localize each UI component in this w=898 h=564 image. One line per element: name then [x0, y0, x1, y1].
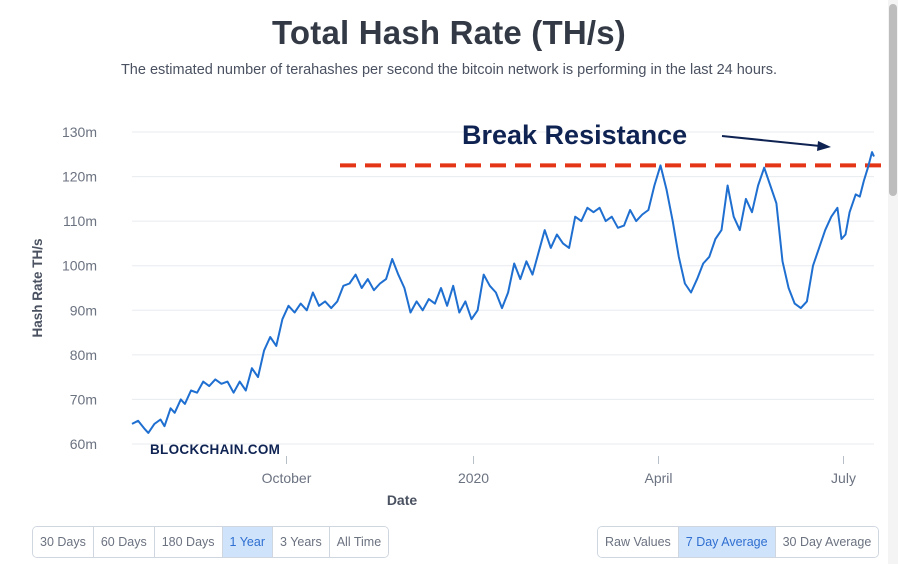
series-line — [131, 151, 875, 434]
y-tick-label: 90m — [70, 302, 97, 318]
y-tick-label: 70m — [70, 391, 97, 407]
blockchain-watermark: BLOCKCHAIN.COM — [150, 442, 280, 457]
average-button-7-day-average[interactable]: 7 Day Average — [678, 527, 776, 557]
x-axis-ticks: October 2020 April July — [262, 456, 856, 486]
x-tick-label: April — [645, 470, 673, 486]
page-title: Total Hash Rate (TH/s) — [272, 14, 626, 51]
range-button-group: 30 Days 60 Days 180 Days 1 Year 3 Years All T… — [32, 526, 390, 558]
y-tick-label: 120m — [62, 169, 97, 185]
scrollbar[interactable] — [888, 0, 898, 564]
y-tick-label: 130m — [62, 124, 97, 140]
range-button-1-year[interactable]: 1 Year — [222, 527, 273, 557]
scrollbar-thumb[interactable] — [889, 4, 897, 196]
chart-grid — [132, 131, 874, 445]
y-tick-label: 100m — [62, 258, 97, 274]
y-tick-label: 60m — [70, 436, 97, 452]
x-tick-label: October — [262, 470, 312, 486]
y-tick-label: 110m — [63, 213, 97, 229]
average-button-group: Raw Values 7 Day Average 30 Day Average — [597, 526, 880, 558]
average-button-raw-values[interactable]: Raw Values — [598, 527, 679, 557]
average-button-30-day-average[interactable]: 30 Day Average — [775, 527, 879, 557]
arrow-head — [817, 141, 831, 151]
y-axis-title: Hash Rate TH/s — [30, 238, 45, 337]
annotation-label: Break Resistance — [462, 120, 687, 150]
annotation-arrow-icon — [721, 135, 831, 151]
range-button-30-days[interactable]: 30 Days — [33, 527, 94, 557]
range-button-3-years[interactable]: 3 Years — [273, 527, 330, 557]
range-button-60-days[interactable]: 60 Days — [93, 527, 155, 557]
y-tick-label: 80m — [70, 347, 97, 363]
x-tick-label: 2020 — [458, 470, 489, 486]
arrow-shaft — [721, 135, 821, 147]
x-axis-title: Date — [387, 492, 418, 508]
range-button-all-time[interactable]: All Time — [329, 527, 389, 557]
y-axis-ticks: 60m 70m 80m 90m 100m 110m 120m 130m — [62, 124, 97, 452]
x-tick-label: July — [831, 470, 856, 486]
range-button-180-days[interactable]: 180 Days — [154, 527, 223, 557]
page-subtitle: The estimated number of terahashes per s… — [120, 62, 778, 78]
